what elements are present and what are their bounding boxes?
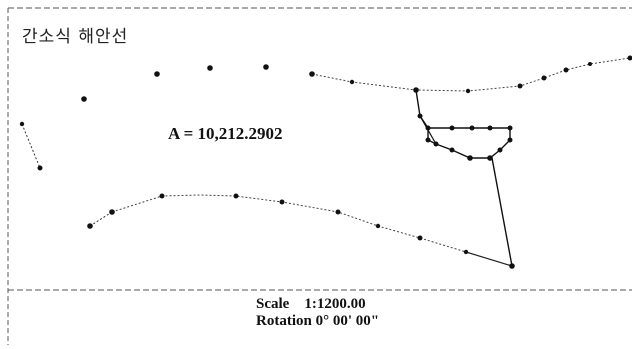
left-short-segment xyxy=(22,124,40,168)
survey-point xyxy=(628,56,632,61)
survey-point xyxy=(336,210,341,215)
survey-point xyxy=(350,80,354,84)
survey-point xyxy=(426,138,431,143)
survey-point xyxy=(426,126,431,131)
survey-point xyxy=(418,236,423,241)
survey-point xyxy=(470,126,475,131)
survey-point xyxy=(413,87,419,93)
survey-point xyxy=(509,263,515,269)
survey-point xyxy=(487,155,493,161)
survey-point xyxy=(109,209,115,215)
survey-point xyxy=(418,114,423,119)
survey-point xyxy=(207,65,213,71)
survey-point xyxy=(160,194,165,199)
survey-point xyxy=(154,71,160,77)
survey-point xyxy=(588,62,592,66)
lower-coastline xyxy=(112,195,466,252)
survey-point xyxy=(488,126,493,131)
survey-point xyxy=(309,71,315,77)
survey-point xyxy=(498,148,503,153)
survey-point xyxy=(280,200,285,205)
parcel-boundary xyxy=(416,90,510,158)
survey-point xyxy=(263,64,269,70)
rotation-label: Rotation 0° 00' 00" xyxy=(256,313,379,330)
survey-point xyxy=(87,223,93,229)
lower-coastline-end xyxy=(466,252,512,266)
survey-point xyxy=(518,84,523,89)
survey-point xyxy=(20,122,24,126)
survey-point xyxy=(450,148,455,153)
scale-label: Scale 1:1200.00 xyxy=(256,296,379,313)
survey-point xyxy=(464,250,468,254)
scale-block: Scale 1:1200.00 Rotation 0° 00' 00" xyxy=(256,296,379,330)
left-lower-segment xyxy=(90,212,112,226)
survey-point xyxy=(450,126,455,131)
survey-point xyxy=(466,89,470,93)
survey-point xyxy=(81,96,87,102)
map-title: 간소식 해안선 xyxy=(22,22,128,47)
survey-point xyxy=(564,68,569,73)
survey-point xyxy=(38,166,43,171)
survey-point xyxy=(508,138,513,143)
survey-point xyxy=(234,194,239,199)
survey-point xyxy=(434,142,439,147)
survey-point xyxy=(467,155,473,161)
parcel-drop-line xyxy=(492,158,512,266)
survey-point xyxy=(508,126,513,131)
survey-points xyxy=(20,56,632,269)
survey-point xyxy=(376,224,380,228)
survey-point xyxy=(542,76,547,81)
upper-coastline xyxy=(312,58,630,91)
area-label: A = 10,212.2902 xyxy=(168,124,283,144)
